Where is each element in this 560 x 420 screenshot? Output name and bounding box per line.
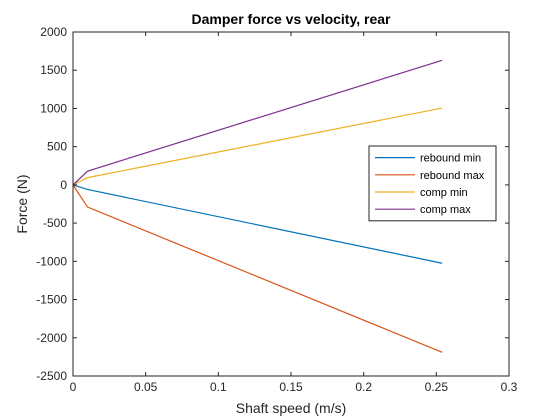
chart-title: Damper force vs velocity, rear bbox=[192, 11, 392, 27]
y-tick-label: -1000 bbox=[36, 254, 67, 268]
x-tick-label: 0.25 bbox=[425, 380, 449, 394]
y-tick-label: -500 bbox=[43, 216, 67, 230]
x-tick-label: 0 bbox=[70, 380, 77, 394]
x-tick-label: 0.2 bbox=[355, 380, 372, 394]
x-tick-label: 0.15 bbox=[279, 380, 303, 394]
series-line-1 bbox=[72, 184, 443, 264]
series-line-4 bbox=[72, 59, 443, 186]
legend: rebound min rebound max comp min comp max bbox=[368, 145, 497, 222]
legend-label: comp min bbox=[420, 187, 468, 199]
series-layer bbox=[72, 59, 443, 353]
y-tick-label: 0 bbox=[60, 178, 67, 192]
y-tick-label: 500 bbox=[47, 140, 67, 154]
x-axis-ticks: 0 0.05 0.1 0.15 0.2 0.25 0.3 bbox=[70, 32, 518, 394]
y-tick-label: 1000 bbox=[40, 101, 67, 115]
y-tick-label: 2000 bbox=[40, 25, 67, 39]
legend-label: rebound max bbox=[420, 170, 485, 182]
y-tick-label: 1500 bbox=[40, 63, 67, 77]
x-tick-label: 0.3 bbox=[501, 380, 518, 394]
x-tick-label: 0.1 bbox=[210, 380, 227, 394]
y-tick-label: -1500 bbox=[36, 293, 67, 307]
x-axis-title: Shaft speed (m/s) bbox=[236, 400, 347, 416]
legend-label: comp max bbox=[420, 204, 471, 216]
y-axis-title: Force (N) bbox=[14, 174, 30, 233]
y-tick-label: -2500 bbox=[36, 369, 67, 383]
series-line-2 bbox=[72, 184, 443, 353]
y-axis-ticks: -2500 -2000 -1500 -1000 -500 0 500 1000 1500 2000 bbox=[36, 25, 509, 383]
series-line-3 bbox=[72, 107, 443, 186]
legend-label: rebound min bbox=[420, 153, 481, 165]
x-tick-label: 0.05 bbox=[134, 380, 158, 394]
y-tick-label: -2000 bbox=[36, 331, 67, 345]
legend-box bbox=[368, 145, 497, 222]
